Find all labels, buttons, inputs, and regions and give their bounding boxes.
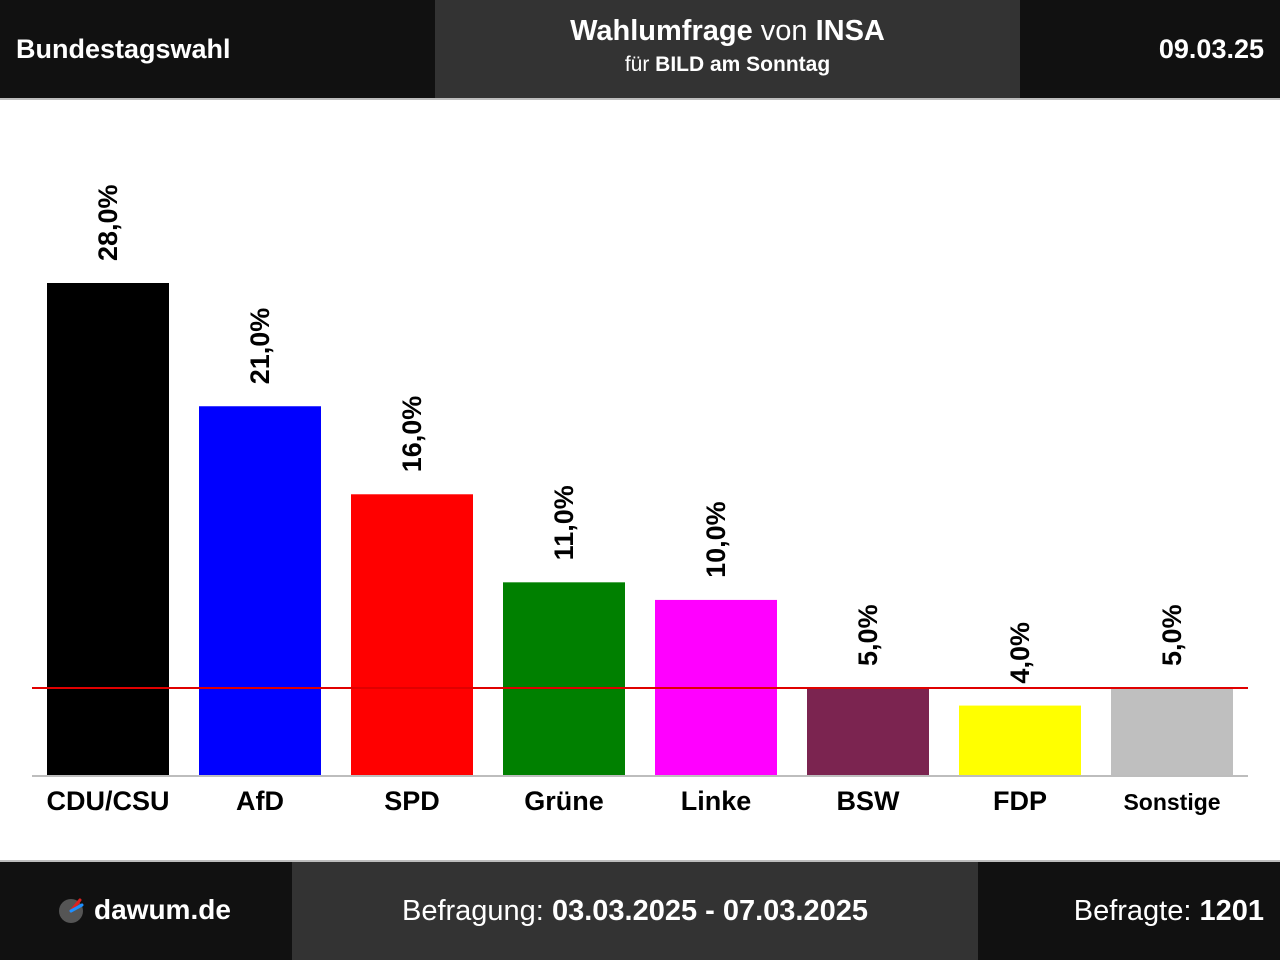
dawum-logo-icon	[59, 898, 84, 923]
category-label-bsw: BSW	[837, 786, 901, 816]
bar-chart: 28,0% CDU/CSU 21,0% AfD 16,0% SPD 11,0% Grüne 10…	[32, 184, 1248, 816]
value-label-gr-ne: 11,0%	[549, 485, 579, 560]
publication-date: 09.03.25	[1158, 34, 1264, 64]
bar-bsw	[807, 687, 929, 776]
bar-cdu-csu	[47, 283, 169, 776]
poll-title-box: Wahlumfrage von INSA für BILD am Sonntag	[435, 0, 1020, 98]
bar-afd	[199, 406, 321, 776]
election-type: Bundestagswahl	[16, 34, 231, 64]
poll-title: Wahlumfrage von INSA	[435, 14, 1020, 48]
poll-client-prefix: für	[624, 53, 656, 76]
category-label-gr-ne: Grüne	[524, 786, 604, 816]
respondents-label: Befragte:	[1073, 895, 1200, 927]
bar-gr-ne	[503, 582, 625, 776]
bar-sonstige	[1111, 687, 1233, 776]
category-label-spd: SPD	[384, 786, 440, 816]
footer-bar: dawum.de Befragung: 03.03.2025 - 07.03.2…	[0, 860, 1280, 960]
category-label-linke: Linke	[681, 786, 752, 816]
value-label-cdu-csu: 28,0%	[93, 184, 123, 261]
site-logo[interactable]: dawum.de	[58, 860, 231, 960]
footer-divider	[0, 860, 1280, 862]
pollster-name: INSA	[815, 15, 885, 47]
value-label-fdp: 4,0%	[1005, 622, 1035, 684]
value-label-linke: 10,0%	[701, 501, 731, 578]
value-label-afd: 21,0%	[245, 308, 275, 385]
category-label-cdu-csu: CDU/CSU	[46, 786, 169, 816]
category-label-fdp: FDP	[993, 786, 1047, 816]
value-label-bsw: 5,0%	[853, 604, 883, 666]
category-label-sonstige: Sonstige	[1123, 789, 1220, 815]
poll-title-connector: von	[752, 15, 816, 47]
category-label-afd: AfD	[236, 786, 284, 816]
header-divider	[0, 98, 1280, 100]
poll-client-name: BILD am Sonntag	[655, 53, 831, 76]
survey-period-value: 03.03.2025 - 07.03.2025	[551, 895, 868, 927]
poll-client: für BILD am Sonntag	[435, 52, 1020, 78]
respondents-value: 1201	[1199, 895, 1264, 927]
respondents: Befragte: 1201	[1074, 862, 1264, 960]
value-label-spd: 16,0%	[397, 396, 427, 473]
bar-spd	[351, 494, 473, 776]
survey-period: Befragung: 03.03.2025 - 07.03.2025	[292, 862, 978, 960]
poll-title-main: Wahlumfrage	[570, 15, 753, 47]
header-bar: Bundestagswahl Wahlumfrage von INSA für …	[0, 0, 1280, 98]
site-logo-text: dawum.de	[94, 894, 231, 925]
value-label-sonstige: 5,0%	[1157, 604, 1187, 666]
survey-period-label: Befragung:	[401, 895, 552, 927]
bar-fdp	[959, 705, 1081, 776]
